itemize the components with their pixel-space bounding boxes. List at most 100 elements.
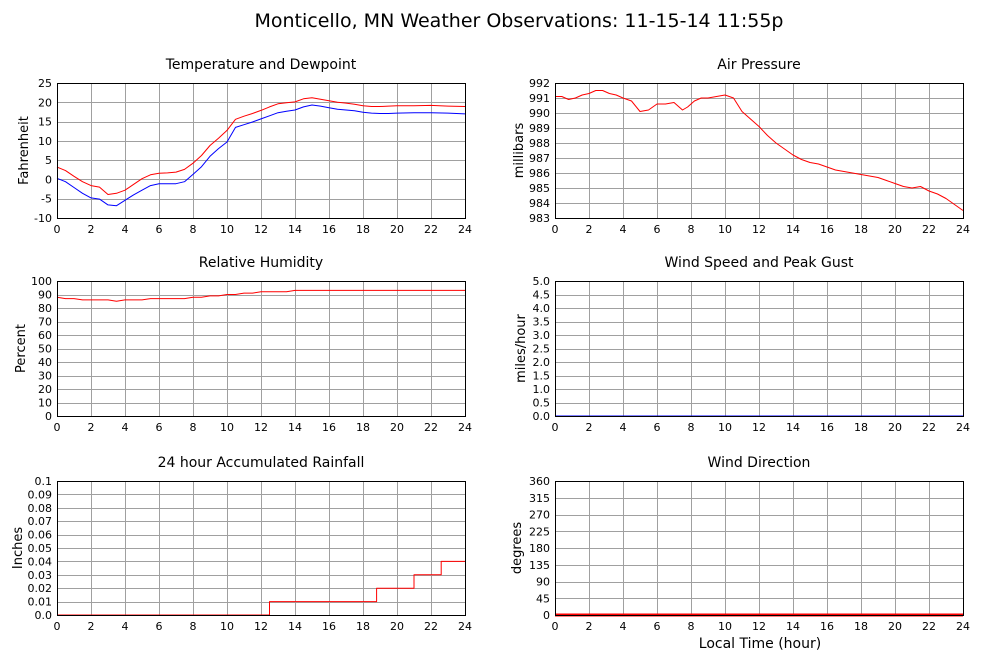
- x-tick-label: 10: [718, 223, 732, 236]
- y-tick-label: 20: [38, 383, 52, 396]
- y-tick-label: 1.5: [533, 370, 551, 383]
- chart-title: Relative Humidity: [199, 255, 323, 271]
- x-tick-label: 4: [122, 620, 129, 633]
- x-tick-label: 20: [888, 223, 902, 236]
- y-axis-label: millibars: [512, 123, 527, 179]
- y-tick-label: -5: [41, 193, 52, 206]
- x-tick-label: 6: [654, 223, 661, 236]
- x-tick-label: 0: [54, 223, 61, 236]
- y-tick-label: 992: [529, 77, 550, 90]
- x-tick-label: 4: [620, 421, 627, 434]
- x-tick-label: 18: [854, 223, 868, 236]
- x-tick-label: 6: [654, 421, 661, 434]
- x-tick-label: 12: [254, 421, 268, 434]
- x-tick-label: 4: [620, 620, 627, 633]
- y-tick-label: 2.5: [533, 343, 551, 356]
- y-tick-label: 40: [38, 356, 52, 369]
- x-tick-label: 14: [288, 620, 302, 633]
- y-tick-label: 0.0: [533, 410, 551, 423]
- y-tick-label: 987: [529, 152, 550, 165]
- x-tick-label: 20: [390, 620, 404, 633]
- plot-frame: [57, 83, 466, 219]
- x-tick-label: 4: [620, 223, 627, 236]
- x-tick-label: 24: [458, 421, 472, 434]
- x-tick-label: 4: [122, 421, 129, 434]
- x-tick-label: 2: [88, 421, 95, 434]
- x-tick-label: 6: [156, 421, 163, 434]
- x-tick-label: 22: [424, 223, 438, 236]
- x-tick-label: 8: [688, 421, 695, 434]
- y-tick-label: 0.03: [28, 569, 53, 582]
- y-tick-label: 0.04: [28, 555, 53, 568]
- x-tick-label: 10: [718, 421, 732, 434]
- x-tick-label: 6: [156, 620, 163, 633]
- x-tick-label: 14: [288, 421, 302, 434]
- y-tick-label: 70: [38, 316, 52, 329]
- y-axis-label: miles/hour: [514, 313, 529, 382]
- y-tick-label: 20: [38, 96, 52, 109]
- x-axis-label: Local Time (hour): [699, 636, 821, 652]
- series-line-1: [56, 97, 466, 195]
- y-tick-label: 180: [529, 542, 550, 555]
- x-tick-label: 16: [322, 620, 336, 633]
- y-tick-label: 360: [529, 475, 550, 488]
- x-tick-label: 24: [956, 421, 970, 434]
- chart-title: Wind Speed and Peak Gust: [665, 255, 854, 271]
- x-tick-label: 24: [956, 223, 970, 236]
- x-tick-label: 14: [786, 620, 800, 633]
- y-tick-label: 0.08: [28, 502, 53, 515]
- x-tick-label: 6: [156, 223, 163, 236]
- x-tick-label: 8: [688, 223, 695, 236]
- y-tick-label: 986: [529, 167, 550, 180]
- y-tick-label: 0.06: [28, 529, 53, 542]
- y-tick-label: 983: [529, 212, 550, 225]
- x-tick-label: 6: [654, 620, 661, 633]
- x-tick-label: 12: [254, 223, 268, 236]
- x-tick-label: 24: [458, 223, 472, 236]
- y-axis-label: Inches: [11, 527, 26, 569]
- x-tick-label: 20: [390, 421, 404, 434]
- x-tick-label: 0: [54, 421, 61, 434]
- y-tick-label: 2.0: [533, 356, 551, 369]
- x-tick-label: 14: [786, 223, 800, 236]
- y-axis-label: Percent: [14, 324, 29, 373]
- y-tick-label: 3.0: [533, 329, 551, 342]
- x-tick-label: 22: [922, 223, 936, 236]
- x-tick-label: 12: [752, 421, 766, 434]
- x-tick-label: 12: [752, 620, 766, 633]
- x-tick-label: 8: [688, 620, 695, 633]
- y-tick-label: 0.07: [28, 515, 53, 528]
- x-tick-label: 18: [854, 421, 868, 434]
- x-tick-label: 14: [288, 223, 302, 236]
- y-tick-label: 15: [38, 116, 52, 129]
- chart-title: 24 hour Accumulated Rainfall: [158, 455, 365, 471]
- y-tick-label: 50: [38, 343, 52, 356]
- x-tick-label: 2: [586, 223, 593, 236]
- y-tick-label: 60: [38, 329, 52, 342]
- x-tick-label: 14: [786, 421, 800, 434]
- x-tick-label: 10: [220, 620, 234, 633]
- x-tick-label: 0: [552, 223, 559, 236]
- y-tick-label: -10: [34, 212, 52, 225]
- y-tick-label: 0: [45, 410, 52, 423]
- y-tick-label: 10: [38, 135, 52, 148]
- y-tick-label: 4.5: [533, 289, 551, 302]
- series-line-1: [56, 289, 465, 302]
- x-tick-label: 4: [122, 223, 129, 236]
- y-tick-label: 0: [543, 609, 550, 622]
- series-line-1: [57, 560, 465, 616]
- x-tick-label: 16: [820, 421, 834, 434]
- x-tick-label: 2: [88, 223, 95, 236]
- y-tick-label: 0.1: [35, 475, 53, 488]
- y-tick-label: 0: [45, 173, 52, 186]
- series-line-2: [56, 104, 466, 207]
- y-axis-label: Fahrenheit: [17, 116, 32, 185]
- y-tick-label: 0.05: [28, 542, 53, 555]
- y-tick-label: 991: [529, 92, 550, 105]
